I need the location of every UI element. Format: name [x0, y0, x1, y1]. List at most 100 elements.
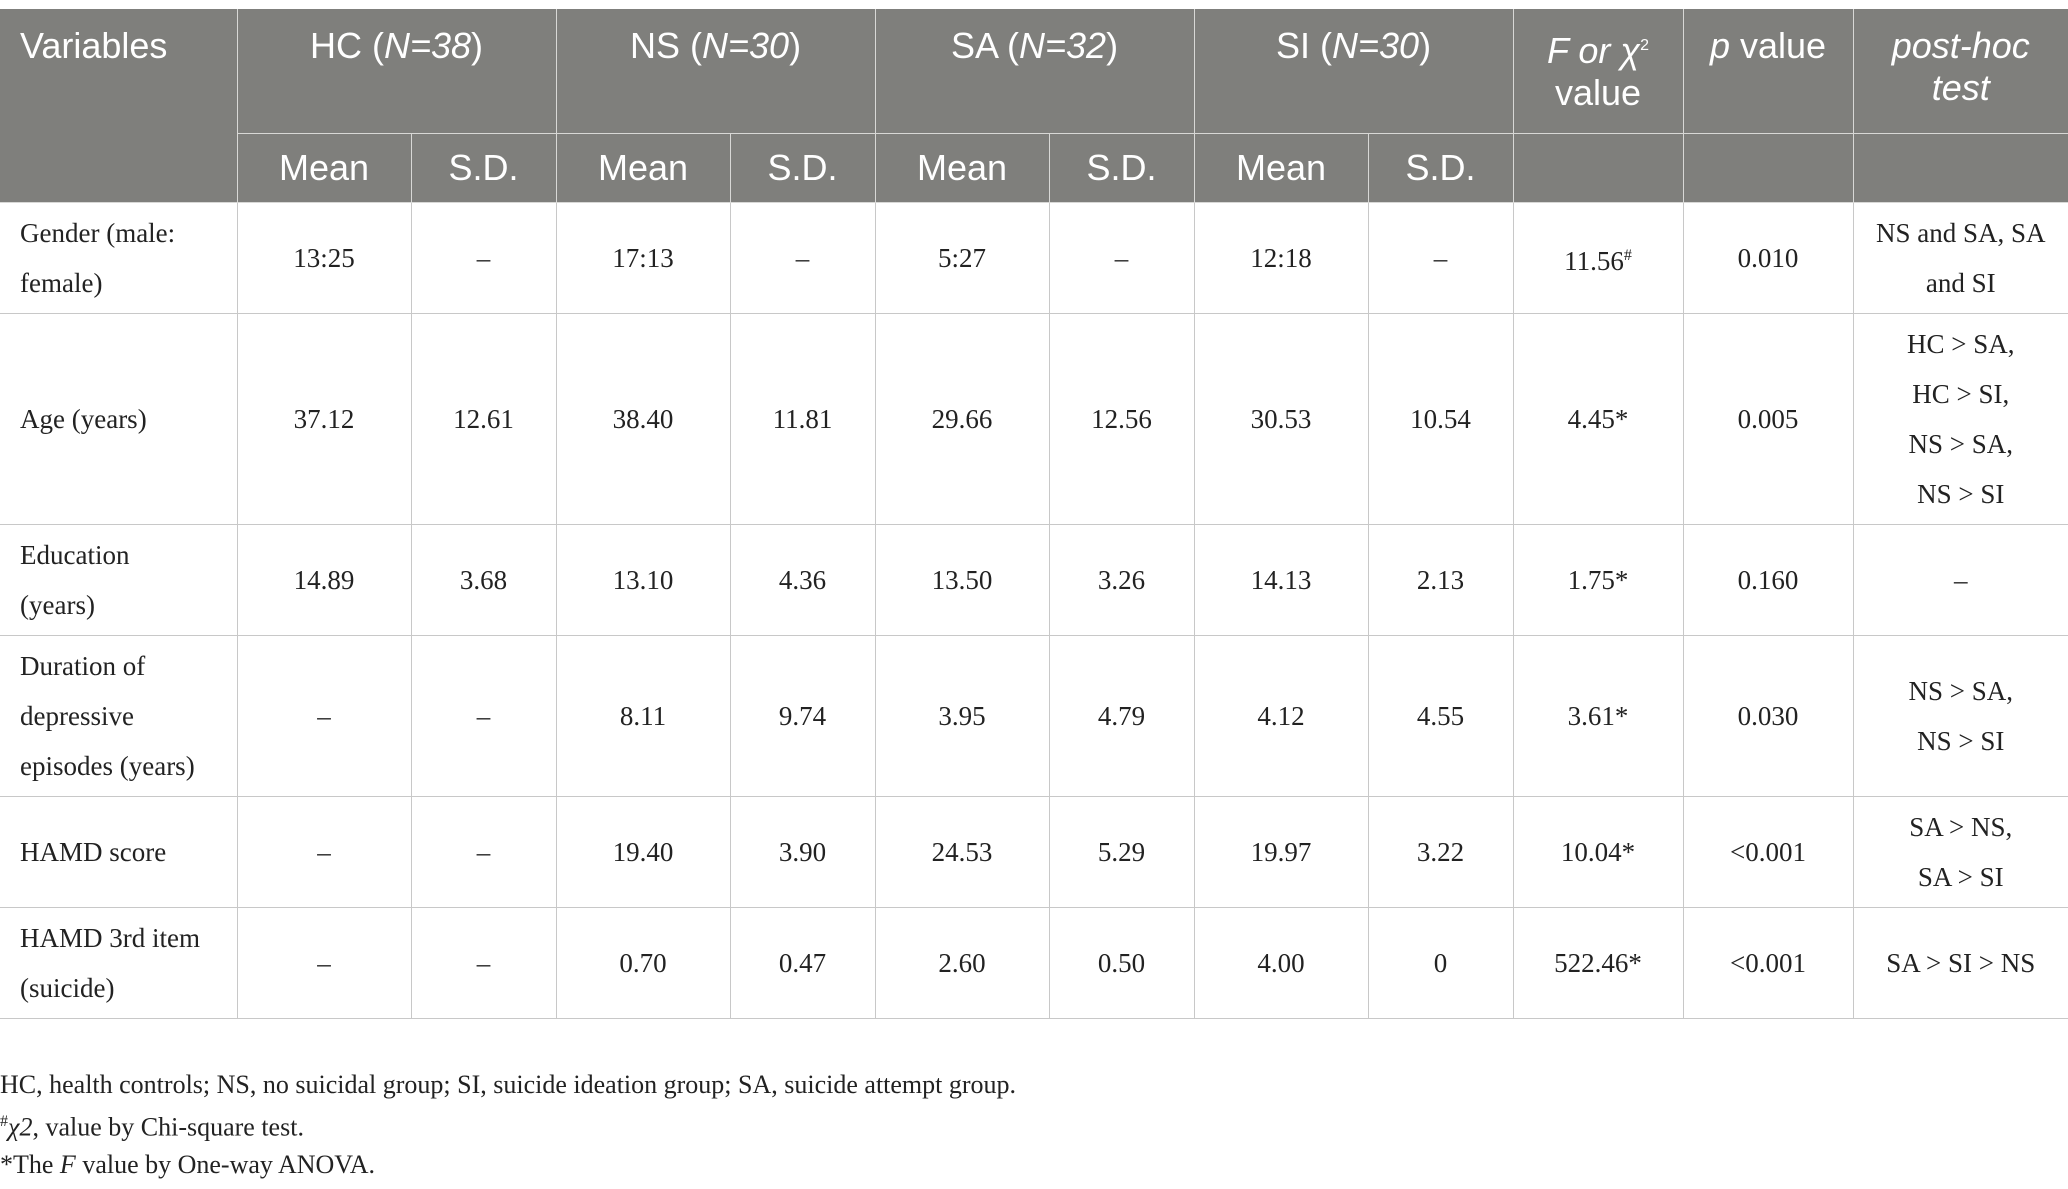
p-value-cell: <0.001 — [1682, 796, 1854, 908]
table-cell: 37.12 — [236, 313, 412, 525]
table-cell: – — [236, 796, 412, 908]
table-cell: – — [1048, 202, 1195, 314]
table-cell: 4.00 — [1193, 907, 1369, 1019]
posthoc-cell: SA > NS, SA > SI — [1852, 796, 2068, 908]
f-value-cell: 3.61* — [1512, 635, 1684, 797]
table-cell: 13.10 — [555, 524, 731, 636]
table-cell: – — [1367, 202, 1514, 314]
table-cell: 0.70 — [555, 907, 731, 1019]
footnote-anova: *The F value by One-way ANOVA. — [0, 1149, 376, 1179]
header-group-hc: HC (N=38) — [236, 9, 557, 134]
table-cell: 5:27 — [874, 202, 1050, 314]
row-label: Age (years) — [0, 313, 238, 525]
table-cell: 11.81 — [729, 313, 876, 525]
f-value-cell: 522.46* — [1512, 907, 1684, 1019]
table-cell: 0.50 — [1048, 907, 1195, 1019]
row-label: HAMD 3rd item (suicide) — [0, 907, 238, 1019]
table-cell: 13:25 — [236, 202, 412, 314]
header-group-si: SI (N=30) — [1193, 9, 1514, 134]
table-row: Education (years) 14.89 3.68 13.10 4.36 1… — [0, 524, 2068, 636]
table-row: HAMD score – – 19.40 3.90 24.53 5.29 19.… — [0, 796, 2068, 908]
row-label: HAMD score — [0, 796, 238, 908]
posthoc-cell: SA > SI > NS — [1852, 907, 2068, 1019]
table-cell: 2.13 — [1367, 524, 1514, 636]
table-cell: – — [410, 635, 557, 797]
header-p-value: p value — [1682, 9, 1854, 134]
header-sd: S.D. — [1048, 133, 1195, 203]
f-value-cell: 10.04* — [1512, 796, 1684, 908]
posthoc-cell: NS > SA, NS > SI — [1852, 635, 2068, 797]
table-cell: 0 — [1367, 907, 1514, 1019]
p-value-cell: <0.001 — [1682, 907, 1854, 1019]
header-blank — [1682, 133, 1854, 203]
header-group-ns: NS (N=30) — [555, 9, 876, 134]
table-cell: 38.40 — [555, 313, 731, 525]
header-variables: Variables — [0, 9, 238, 203]
row-label: Duration of depressive episodes (years) — [0, 635, 238, 797]
table-cell: 10.54 — [1367, 313, 1514, 525]
header-sd: S.D. — [729, 133, 876, 203]
header-mean: Mean — [555, 133, 731, 203]
posthoc-cell: NS and SA, SA and SI — [1852, 202, 2068, 314]
p-value-cell: 0.010 — [1682, 202, 1854, 314]
header-mean: Mean — [874, 133, 1050, 203]
f-value-cell: 4.45* — [1512, 313, 1684, 525]
header-blank — [1852, 133, 2068, 203]
table-cell: 4.79 — [1048, 635, 1195, 797]
table-cell: 4.12 — [1193, 635, 1369, 797]
header-f-value: F or χ2 value — [1512, 9, 1684, 134]
table-cell: – — [410, 796, 557, 908]
header-posthoc: post-hoc test — [1852, 9, 2068, 134]
table-cell: 12:18 — [1193, 202, 1369, 314]
footnote-chi-square: #χ2, value by Chi-square test. — [0, 1112, 304, 1142]
row-label: Gender (male: female) — [0, 202, 238, 314]
header-blank — [1512, 133, 1684, 203]
row-label: Education (years) — [0, 524, 238, 636]
table-cell: 0.47 — [729, 907, 876, 1019]
table-cell: 13.50 — [874, 524, 1050, 636]
table-cell: 24.53 — [874, 796, 1050, 908]
table-cell: 5.29 — [1048, 796, 1195, 908]
header-sd: S.D. — [1367, 133, 1514, 203]
table-row: Age (years) 37.12 12.61 38.40 11.81 29.6… — [0, 313, 2068, 525]
posthoc-cell: HC > SA, HC > SI, NS > SA, NS > SI — [1852, 313, 2068, 525]
table-cell: 19.97 — [1193, 796, 1369, 908]
table-cell: 17:13 — [555, 202, 731, 314]
header-group-sa: SA (N=32) — [874, 9, 1195, 134]
f-value-cell: 1.75* — [1512, 524, 1684, 636]
table-cell: 12.56 — [1048, 313, 1195, 525]
table-cell: 12.61 — [410, 313, 557, 525]
table-cell: 2.60 — [874, 907, 1050, 1019]
table-cell: 3.90 — [729, 796, 876, 908]
table-cell: – — [236, 907, 412, 1019]
table-cell: 14.13 — [1193, 524, 1369, 636]
p-value-cell: 0.005 — [1682, 313, 1854, 525]
table-cell: 3.95 — [874, 635, 1050, 797]
header-mean: Mean — [236, 133, 412, 203]
table-footnotes: HC, health controls; NS, no suicidal gro… — [0, 1066, 1016, 1183]
footnote-abbreviations: HC, health controls; NS, no suicidal gro… — [0, 1070, 1017, 1099]
p-value-cell: 0.160 — [1682, 524, 1854, 636]
table-cell: 4.36 — [729, 524, 876, 636]
table-cell: 29.66 — [874, 313, 1050, 525]
table-cell: – — [410, 202, 557, 314]
table-cell: 3.22 — [1367, 796, 1514, 908]
table-cell: 14.89 — [236, 524, 412, 636]
table-cell: – — [410, 907, 557, 1019]
table-cell: 9.74 — [729, 635, 876, 797]
table-row: Duration of depressive episodes (years) – … — [0, 635, 2068, 797]
header-sd: S.D. — [410, 133, 557, 203]
table-row: Gender (male: female) 13:25 – 17:13 – 5:2… — [0, 202, 2068, 314]
table-cell: – — [236, 635, 412, 797]
table-cell: 3.68 — [410, 524, 557, 636]
posthoc-cell: – — [1852, 524, 2068, 636]
table-row: HAMD 3rd item (suicide) – – 0.70 0.47 2.6… — [0, 907, 2068, 1019]
table-cell: 30.53 — [1193, 313, 1369, 525]
p-value-cell: 0.030 — [1682, 635, 1854, 797]
table-cell: – — [729, 202, 876, 314]
f-value-cell: 11.56# — [1512, 202, 1684, 314]
table-cell: 3.26 — [1048, 524, 1195, 636]
header-mean: Mean — [1193, 133, 1369, 203]
demographics-table: Variables HC (N=38) NS (N=30) SA (N=32) … — [0, 9, 2068, 1019]
table-cell: 8.11 — [555, 635, 731, 797]
